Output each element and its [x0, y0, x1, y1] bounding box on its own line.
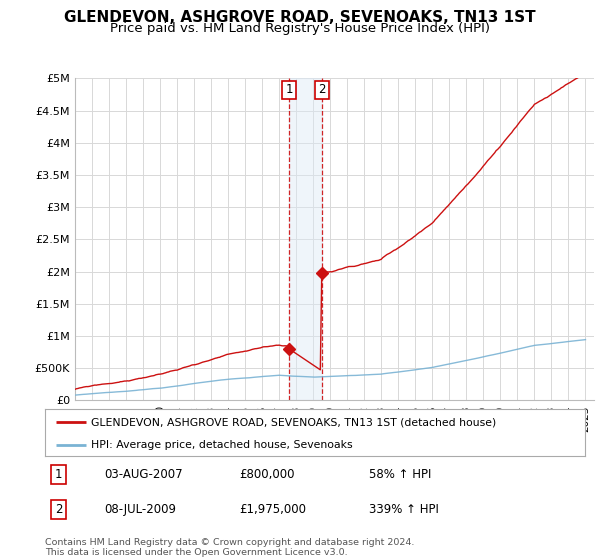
Text: 2: 2	[55, 503, 62, 516]
Text: 339% ↑ HPI: 339% ↑ HPI	[369, 503, 439, 516]
Text: 2: 2	[319, 83, 326, 96]
Text: Contains HM Land Registry data © Crown copyright and database right 2024.
This d: Contains HM Land Registry data © Crown c…	[45, 538, 415, 557]
Text: 1: 1	[55, 468, 62, 481]
Text: HPI: Average price, detached house, Sevenoaks: HPI: Average price, detached house, Seve…	[91, 440, 353, 450]
Bar	[289, 78, 322, 400]
Text: 1: 1	[286, 83, 293, 96]
Text: £1,975,000: £1,975,000	[239, 503, 307, 516]
Text: Price paid vs. HM Land Registry's House Price Index (HPI): Price paid vs. HM Land Registry's House …	[110, 22, 490, 35]
Text: 03-AUG-2007: 03-AUG-2007	[104, 468, 183, 481]
Text: GLENDEVON, ASHGROVE ROAD, SEVENOAKS, TN13 1ST: GLENDEVON, ASHGROVE ROAD, SEVENOAKS, TN1…	[64, 10, 536, 25]
Text: 58% ↑ HPI: 58% ↑ HPI	[369, 468, 431, 481]
Text: £800,000: £800,000	[239, 468, 295, 481]
Text: 08-JUL-2009: 08-JUL-2009	[104, 503, 176, 516]
Text: GLENDEVON, ASHGROVE ROAD, SEVENOAKS, TN13 1ST (detached house): GLENDEVON, ASHGROVE ROAD, SEVENOAKS, TN1…	[91, 417, 496, 427]
